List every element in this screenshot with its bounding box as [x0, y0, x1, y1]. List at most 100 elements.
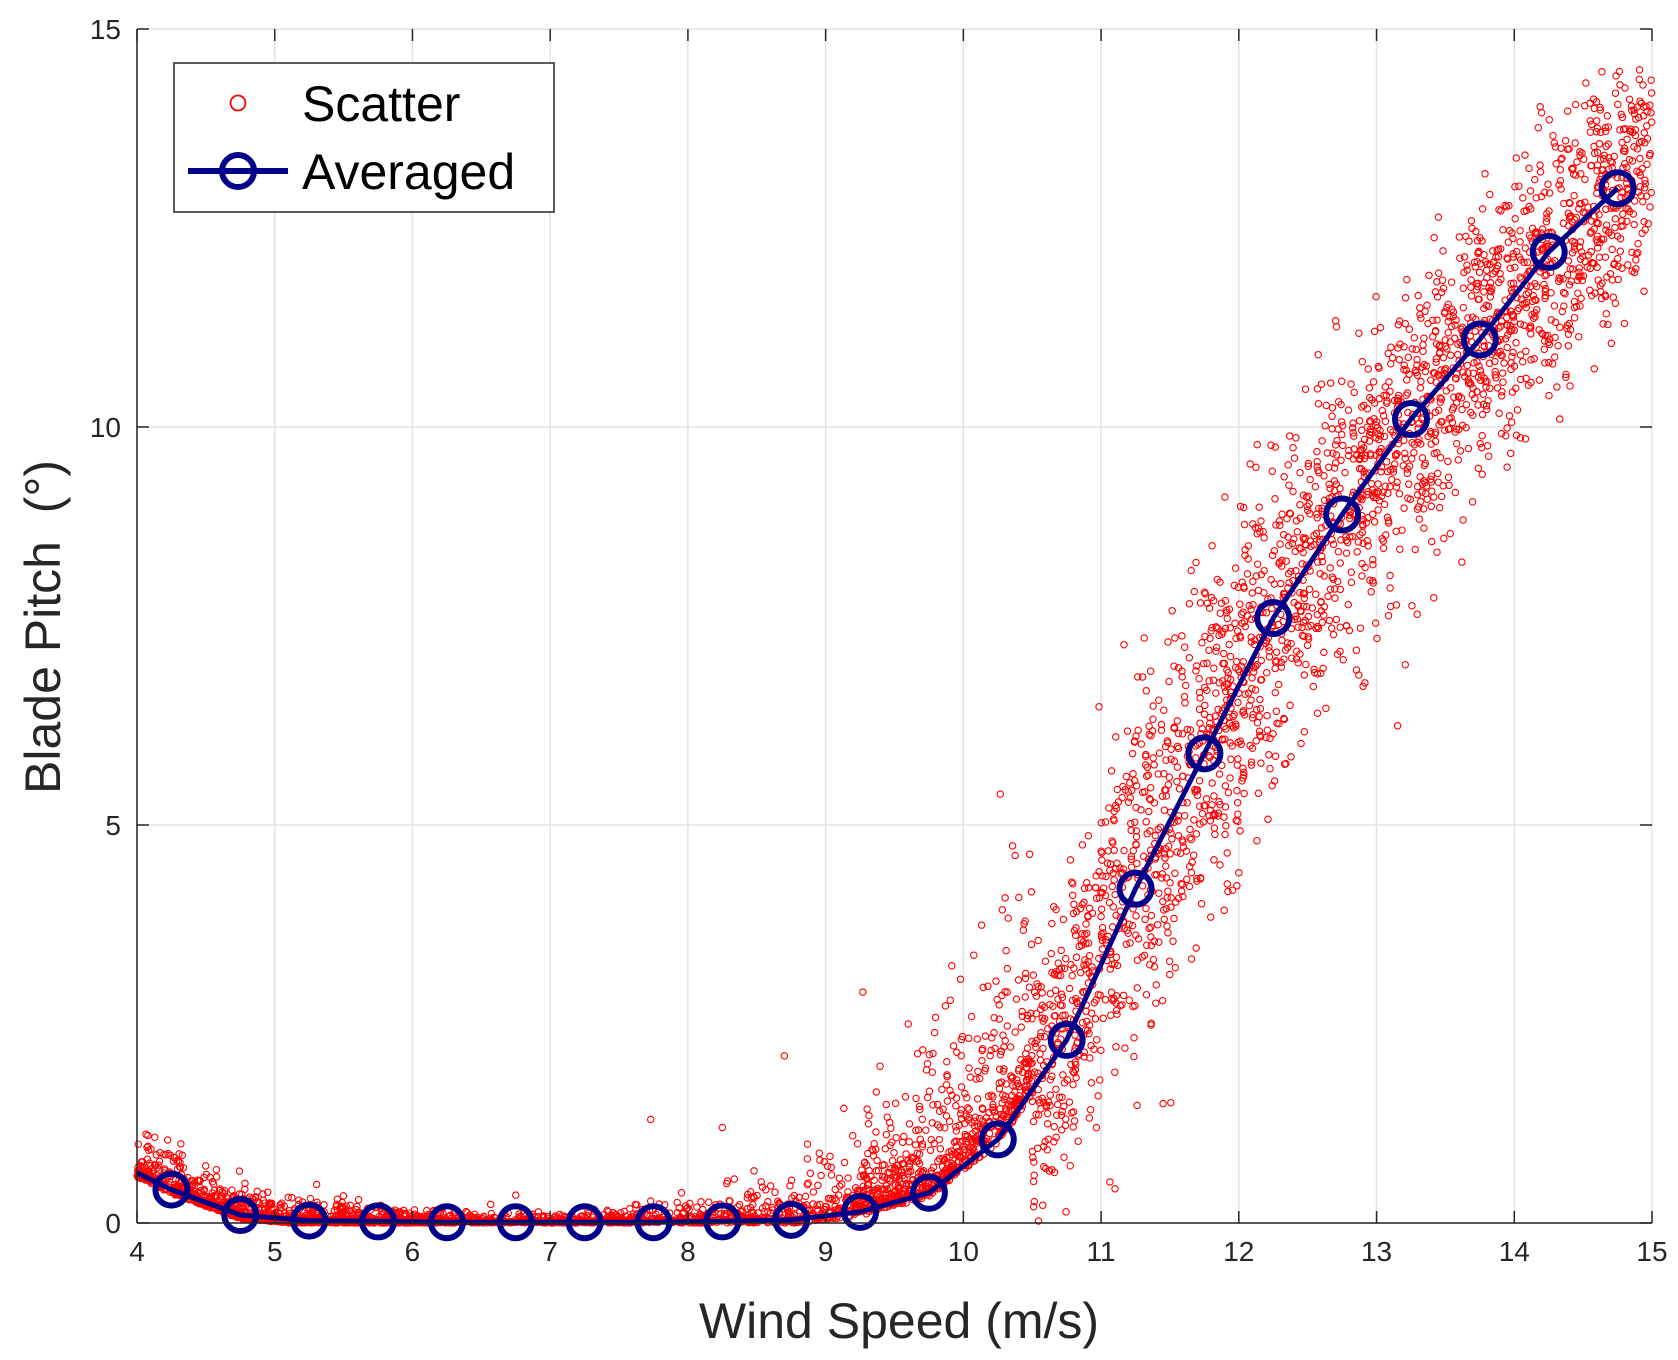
scatter-point	[1324, 592, 1332, 601]
scatter-point	[1208, 542, 1216, 550]
scatter-point	[1171, 869, 1179, 878]
scatter-point	[1266, 764, 1274, 773]
scatter-point	[152, 1151, 160, 1159]
scatter-point	[1138, 673, 1147, 681]
scatter-point	[1109, 869, 1117, 877]
scatter-point	[1581, 175, 1589, 184]
scatter-point	[1390, 460, 1399, 468]
scatter-point	[175, 1162, 184, 1171]
scatter-point	[1401, 660, 1410, 669]
scatter-point	[1280, 760, 1289, 768]
scatter-point	[1212, 689, 1220, 697]
scatter-point	[1212, 623, 1220, 631]
scatter-point	[1326, 484, 1334, 493]
scatter-point	[840, 1104, 848, 1113]
scatter-point	[1317, 524, 1326, 532]
scatter-point	[1167, 755, 1175, 763]
scatter-point	[1166, 850, 1174, 858]
scatter-point	[1446, 338, 1455, 346]
scatter-point	[1021, 993, 1029, 1001]
scatter-point	[1556, 165, 1565, 174]
scatter-point	[1036, 1049, 1044, 1058]
scatter-point	[1248, 589, 1257, 597]
scatter-point	[1220, 722, 1229, 731]
scatter-point	[1420, 524, 1428, 532]
scatter-point	[1150, 761, 1158, 769]
scatter-point	[1465, 378, 1474, 387]
scatter-point	[486, 1200, 495, 1209]
scatter-point	[1567, 277, 1575, 285]
scatter-point	[1430, 449, 1439, 458]
scatter-point	[1425, 271, 1433, 280]
scatter-point	[961, 1089, 969, 1098]
scatter-point	[1096, 991, 1104, 999]
scatter-point	[927, 1135, 936, 1144]
scatter-point	[1393, 450, 1401, 458]
scatter-point	[1102, 872, 1110, 881]
scatter-point	[882, 1100, 891, 1109]
scatter-point	[1511, 182, 1519, 191]
scatter-point	[1201, 632, 1209, 641]
scatter-point	[1483, 377, 1491, 386]
scatter-point	[1434, 478, 1443, 486]
scatter-point	[1501, 201, 1509, 210]
scatter-point	[1154, 770, 1162, 778]
scatter-point	[1571, 139, 1579, 147]
scatter-point	[1113, 785, 1122, 794]
scatter-point	[1632, 265, 1640, 273]
scatter-point	[1314, 624, 1323, 633]
scatter-point	[1213, 575, 1222, 584]
scatter-point	[1344, 451, 1353, 460]
scatter-point	[1421, 307, 1429, 316]
scatter-point	[1601, 253, 1610, 261]
scatter-point	[1233, 798, 1242, 807]
scatter-point	[956, 1110, 965, 1118]
scatter-point	[1108, 960, 1116, 969]
scatter-point	[1183, 798, 1191, 807]
scatter-point	[1127, 855, 1136, 864]
scatter-point	[1571, 238, 1579, 247]
scatter-point	[1482, 266, 1491, 274]
scatter-point	[1519, 194, 1527, 202]
scatter-point	[294, 1196, 303, 1205]
scatter-point	[963, 1132, 972, 1140]
scatter-point	[931, 1013, 940, 1022]
scatter-point	[965, 1064, 973, 1072]
scatter-point	[1411, 545, 1419, 554]
scatter-point	[1366, 428, 1375, 437]
scatter-point	[1187, 955, 1196, 963]
scatter-point	[1623, 217, 1631, 226]
scatter-point	[1337, 536, 1345, 544]
scatter-point	[1166, 878, 1174, 887]
scatter-point	[1369, 560, 1377, 569]
scatter-point	[860, 1172, 868, 1181]
scatter-point	[1067, 1060, 1075, 1069]
scatter-point	[1350, 432, 1358, 440]
scatter-point	[918, 1184, 927, 1193]
scatter-point	[1247, 633, 1255, 641]
scatter-point	[1051, 986, 1060, 995]
scatter-point	[1463, 361, 1472, 370]
scatter-point	[1060, 964, 1069, 973]
scatter-point	[1389, 465, 1397, 473]
scatter-point	[1162, 874, 1171, 882]
scatter-point	[1410, 333, 1419, 342]
scatter-point	[1294, 623, 1302, 631]
scatter-point	[1602, 309, 1611, 318]
scatter-point	[1247, 761, 1256, 769]
scatter-point	[1072, 1073, 1080, 1082]
scatter-point	[973, 1095, 982, 1103]
scatter-point	[1158, 792, 1167, 801]
scatter-point	[1132, 841, 1140, 849]
scatter-point	[1527, 378, 1535, 387]
scatter-point	[995, 1001, 1003, 1009]
scatter-point	[1401, 319, 1410, 328]
scatter-point	[1130, 737, 1139, 745]
scatter-point	[1216, 800, 1224, 809]
scatter-point	[1192, 558, 1200, 567]
scatter-point	[1066, 856, 1075, 864]
scatter-point	[1244, 555, 1252, 563]
scatter-point	[399, 1206, 408, 1215]
scatter-point	[1326, 379, 1335, 387]
scatter-point	[1373, 423, 1382, 432]
